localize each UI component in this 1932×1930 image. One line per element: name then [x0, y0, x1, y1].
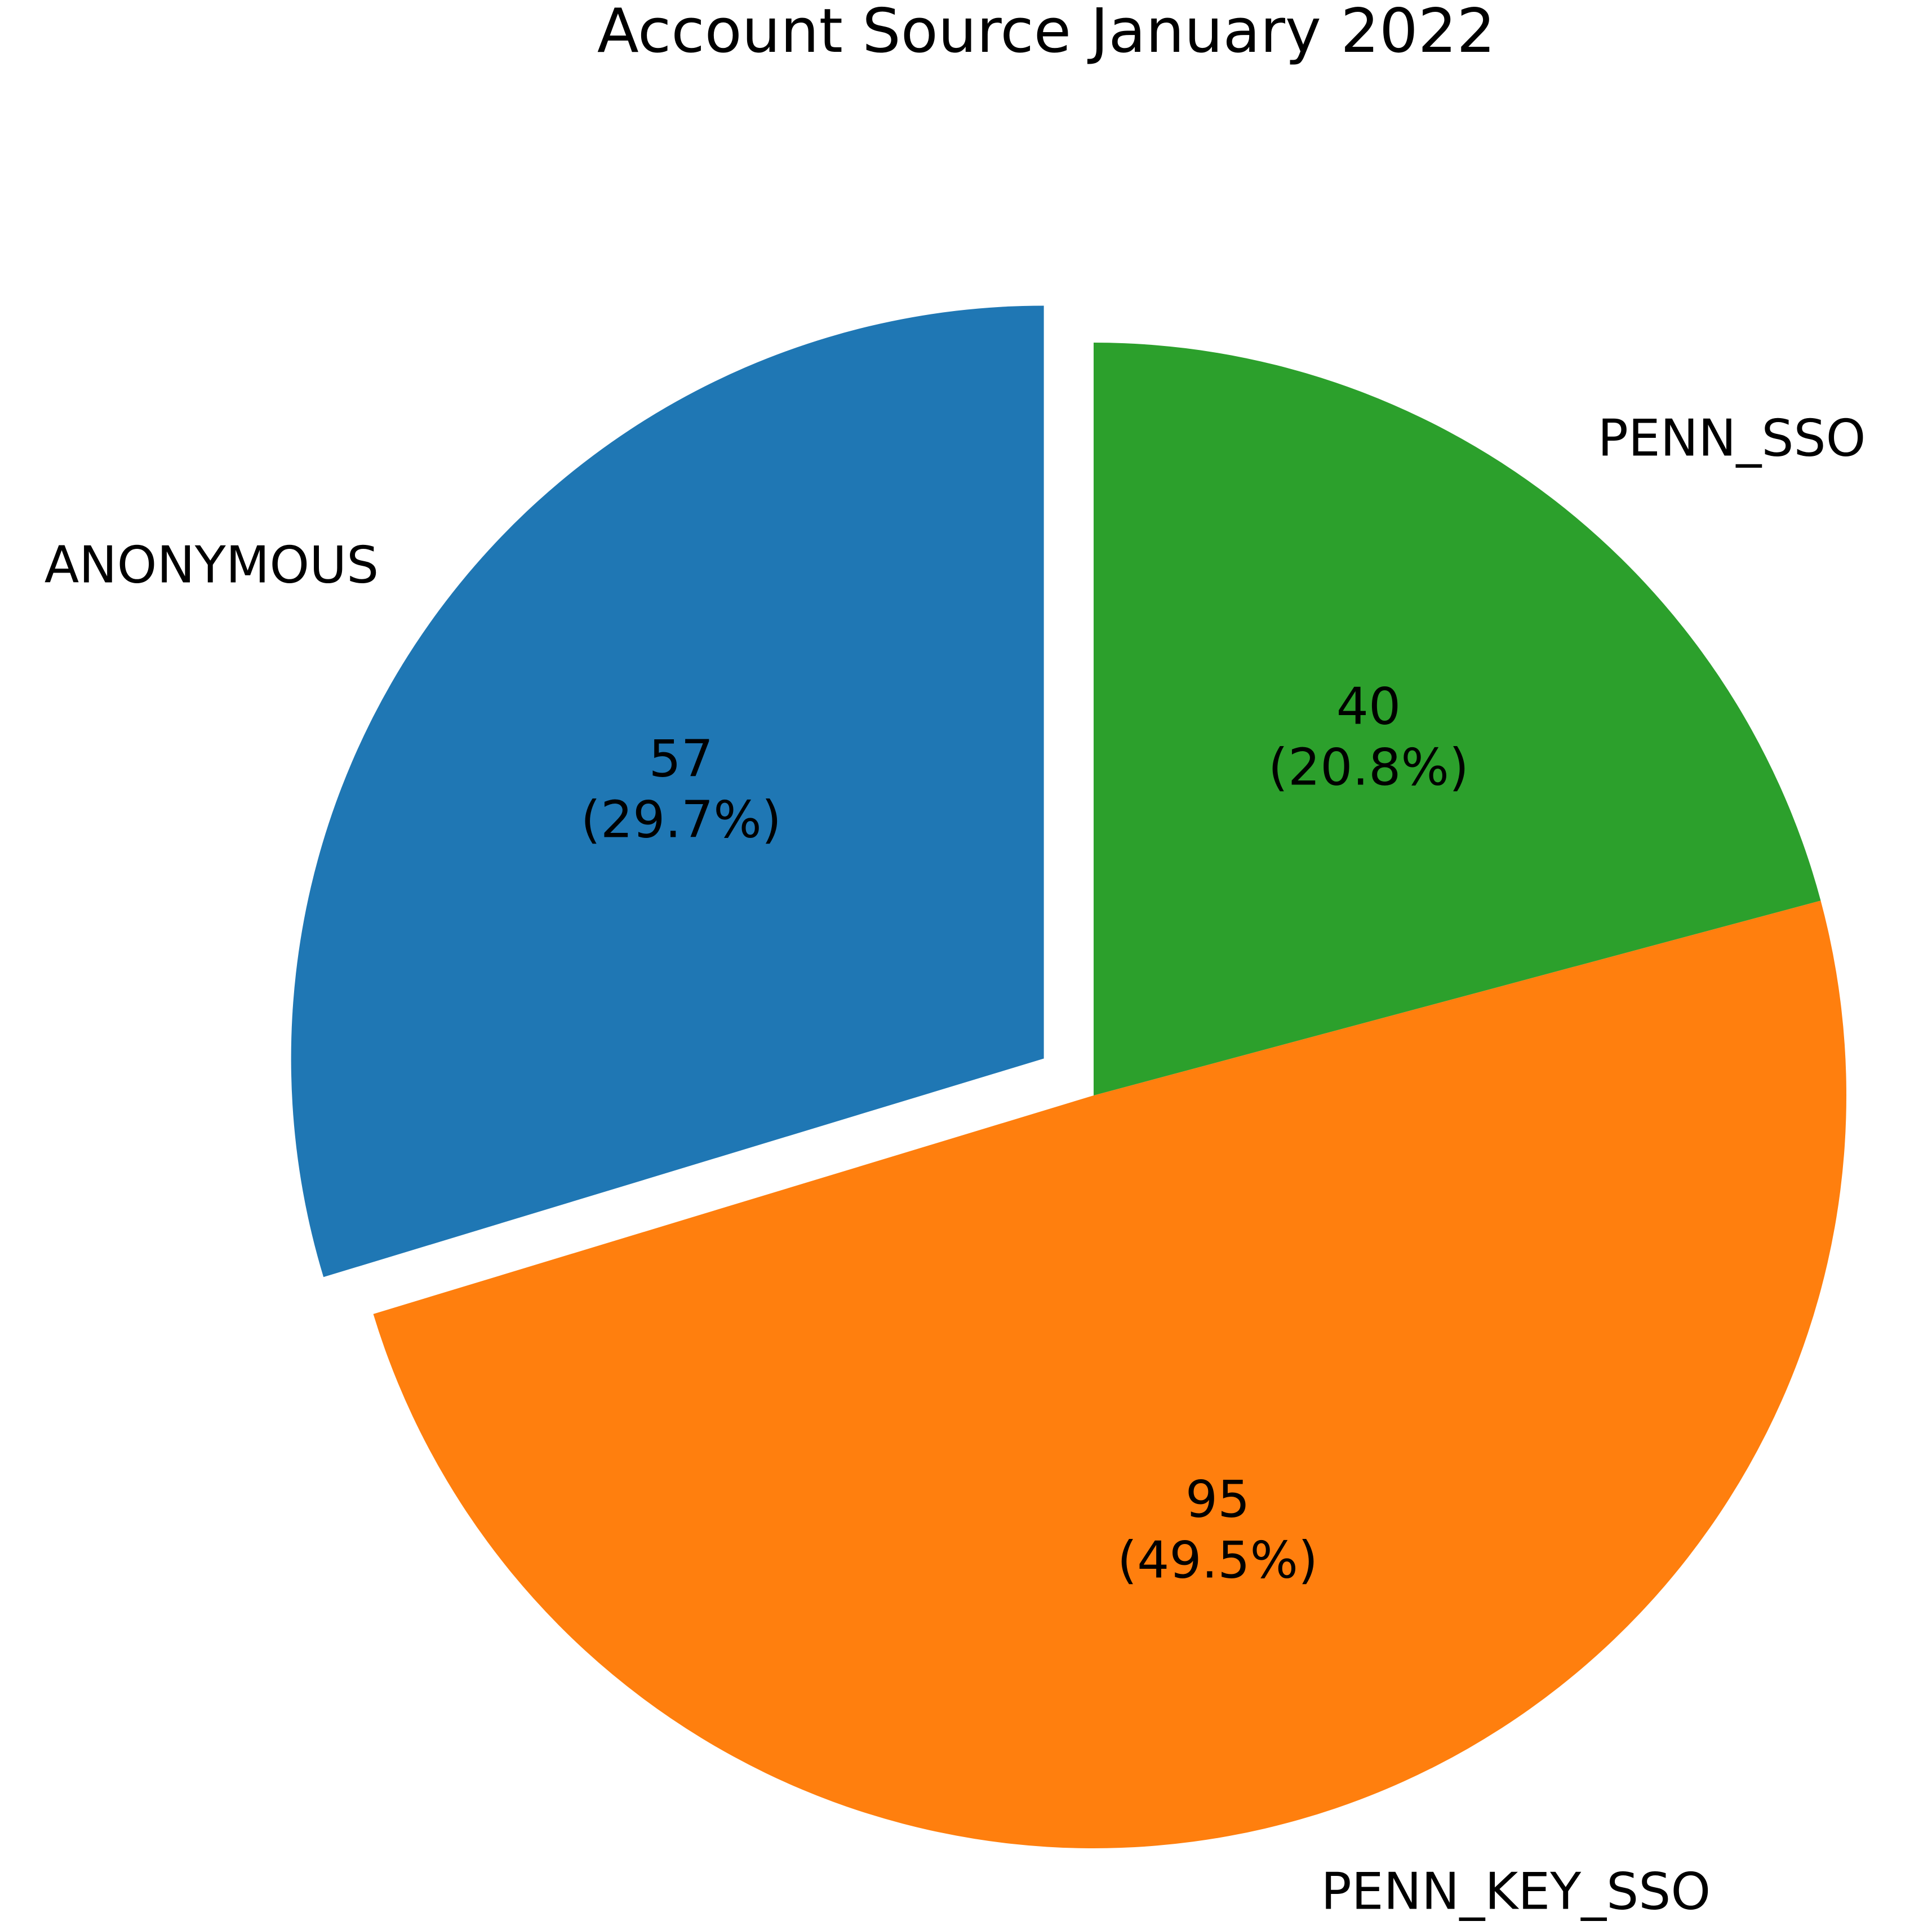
pie-slices — [291, 305, 1846, 1848]
pie-slice-penn-sso — [1094, 343, 1821, 1095]
slice-percent-penn-sso: (20.8%) — [1268, 738, 1469, 797]
slice-value-penn-key-sso: 95 — [1185, 1470, 1250, 1529]
pie-slice-anonymous — [291, 305, 1044, 1277]
slice-value-penn-sso: 40 — [1336, 677, 1401, 736]
slice-percent-penn-key-sso: (49.5%) — [1117, 1530, 1318, 1590]
pie-labels: ANONYMOUS 57(29.7%) PENN_KEY_SSO 95(49.5%) P… — [45, 409, 1866, 1922]
chart-title: Account Source January 2022 — [597, 0, 1495, 66]
pie-slice-penn-key-sso — [373, 900, 1846, 1848]
slice-label-anonymous: ANONYMOUS — [45, 536, 379, 595]
slice-percent-anonymous: (29.7%) — [581, 790, 781, 849]
slice-label-penn-key-sso: PENN_KEY_SSO — [1321, 1862, 1711, 1922]
slice-value-anonymous: 57 — [649, 729, 714, 788]
slice-label-penn-sso: PENN_SSO — [1598, 409, 1866, 468]
